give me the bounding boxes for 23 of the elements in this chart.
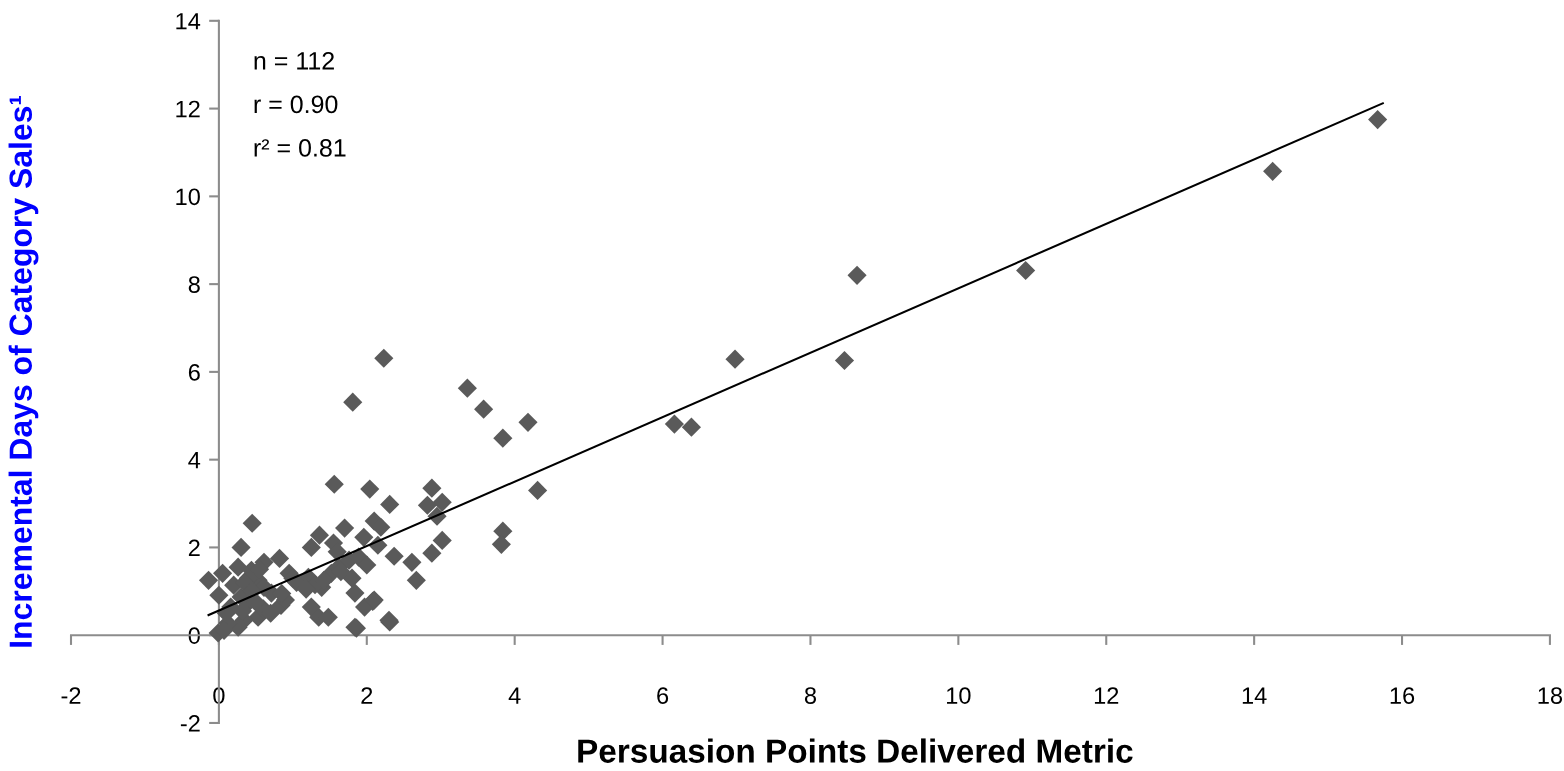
y-tick-label: -2 xyxy=(180,715,200,732)
annotation: r² = 0.81 xyxy=(254,139,346,157)
y-tick-label: 4 xyxy=(188,451,201,469)
y-tick-label: 8 xyxy=(188,276,200,293)
annotation: n = 112 xyxy=(254,51,334,70)
y-tick-label: 6 xyxy=(188,363,200,381)
y-axis-title: Incremental Days of Category Sales¹ xyxy=(8,95,39,647)
x-tick-label: -2 xyxy=(61,687,81,704)
x-tick-label: 16 xyxy=(1390,687,1415,704)
y-tick-label: 14 xyxy=(176,13,201,30)
y-tick-label: 10 xyxy=(176,188,200,206)
x-tick-label: 18 xyxy=(1538,687,1563,704)
x-tick-label: 14 xyxy=(1242,687,1267,704)
x-tick-label: 6 xyxy=(657,687,669,704)
x-axis-title: Persuasion Points Delivered Metric xyxy=(578,738,1133,763)
x-tick-label: 4 xyxy=(508,687,521,704)
x-tick-label: 10 xyxy=(947,687,971,704)
x-tick-label: 12 xyxy=(1094,687,1119,704)
x-tick-label: 2 xyxy=(361,687,373,704)
y-tick-label: 12 xyxy=(176,100,200,118)
x-tick-label: 8 xyxy=(804,687,816,704)
annotation: r = 0.90 xyxy=(254,95,338,114)
y-tick-label: 2 xyxy=(188,539,200,556)
